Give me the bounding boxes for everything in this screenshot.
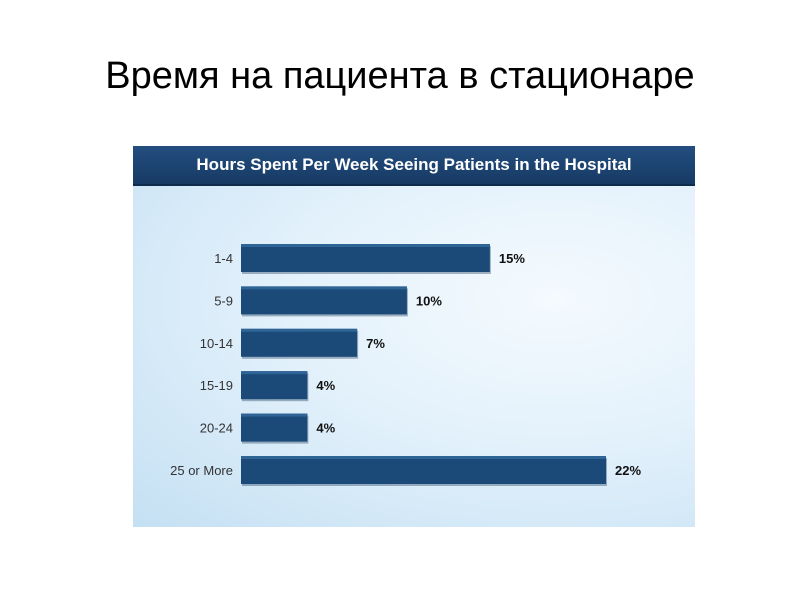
bar-highlight (241, 286, 407, 290)
bar-highlight (241, 371, 308, 375)
category-label: 15-19 (200, 378, 233, 393)
bar-highlight (241, 413, 308, 417)
slide-title: Время на пациента в стационаре (105, 55, 695, 97)
chart-title: Hours Spent Per Week Seeing Patients in … (196, 155, 632, 174)
value-label: 4% (316, 421, 335, 436)
bar-25-or-more (241, 456, 606, 484)
bar-highlight (241, 328, 358, 332)
bar-15-19 (241, 371, 308, 400)
category-label: 1-4 (214, 251, 233, 266)
value-label: 15% (499, 251, 525, 266)
bar-20-24 (241, 413, 308, 442)
bar-1-4 (241, 244, 490, 272)
category-label: 25 or More (170, 463, 233, 478)
bar-10-14 (241, 328, 358, 357)
bar-5-9 (241, 286, 407, 315)
bar-highlight (241, 456, 606, 459)
category-label: 10-14 (200, 336, 233, 351)
category-label: 5-9 (214, 293, 233, 308)
value-label: 22% (615, 463, 641, 478)
chart-header (133, 146, 695, 186)
value-label: 4% (316, 378, 335, 393)
chart-panel: Hours Spent Per Week Seeing Patients in … (133, 146, 695, 527)
value-label: 10% (416, 293, 442, 308)
bar-chart: 1-4 15% 5-9 10% 10-14 7% 15-19 4% 20-24 4% 25 or M… (170, 244, 641, 486)
value-label: 7% (366, 336, 385, 351)
category-label: 20-24 (200, 421, 233, 436)
bar-highlight (241, 244, 490, 247)
